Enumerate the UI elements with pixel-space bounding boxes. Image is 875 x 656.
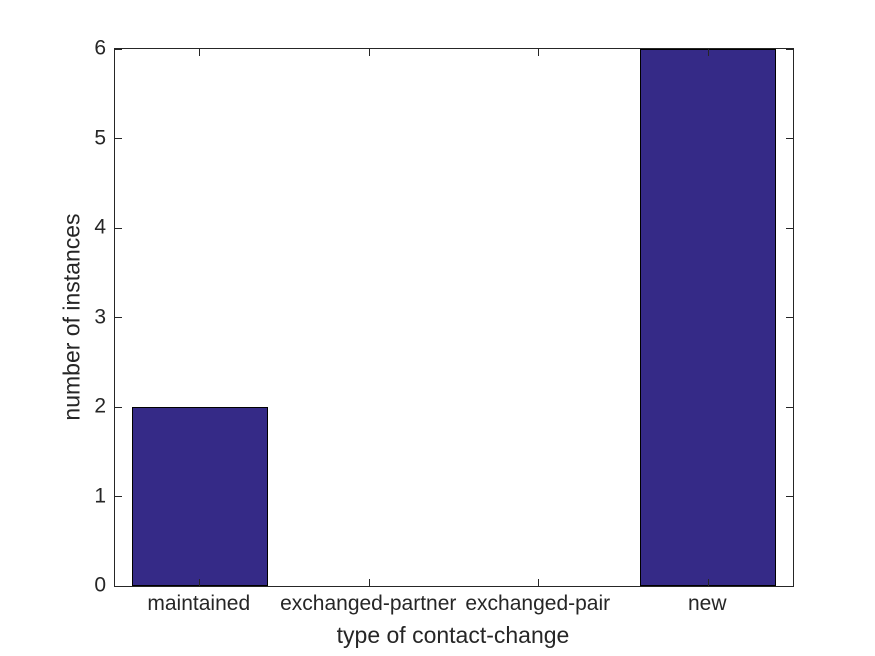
x-tick-bottom — [368, 579, 370, 586]
y-tick-right — [786, 585, 793, 587]
y-tick-label-6: 6 — [94, 36, 106, 60]
y-tick-label-4: 4 — [94, 215, 106, 239]
plot-area — [114, 48, 794, 587]
y-tick-right — [786, 496, 793, 497]
y-tick-left — [115, 317, 122, 318]
x-axis-label: type of contact-change — [336, 622, 570, 648]
y-tick-left — [115, 585, 122, 587]
y-tick-label-5: 5 — [94, 126, 106, 149]
y-tick-right — [786, 138, 793, 139]
x-tick-top — [707, 49, 709, 56]
y-tick-label-0: 0 — [94, 573, 106, 597]
x-tick-label-maintained: maintained — [147, 592, 251, 615]
y-tick-left — [115, 406, 122, 408]
y-tick-left — [115, 496, 122, 497]
y-tick-right — [786, 48, 793, 50]
x-tick-label-new: new — [687, 592, 727, 615]
y-tick-left — [115, 48, 122, 50]
bar-new — [640, 49, 777, 586]
x-tick-top — [538, 49, 540, 56]
x-tick-bottom — [538, 579, 540, 586]
y-tick-label-2: 2 — [94, 394, 106, 418]
x-tick-label-exchanged-pair: exchanged-pair — [465, 592, 611, 615]
x-tick-top — [368, 49, 370, 56]
y-tick-right — [786, 227, 793, 229]
y-tick-right — [786, 317, 793, 318]
y-tick-label-1: 1 — [94, 484, 106, 507]
y-tick-left — [115, 227, 122, 229]
y-tick-label-3: 3 — [94, 305, 106, 328]
bar-maintained — [131, 407, 268, 586]
y-tick-left — [115, 138, 122, 139]
x-tick-bottom — [199, 579, 201, 586]
x-tick-bottom — [707, 579, 709, 586]
x-tick-top — [199, 49, 201, 56]
x-tick-label-exchanged-partner: exchanged-partner — [280, 592, 457, 615]
y-tick-right — [786, 406, 793, 408]
